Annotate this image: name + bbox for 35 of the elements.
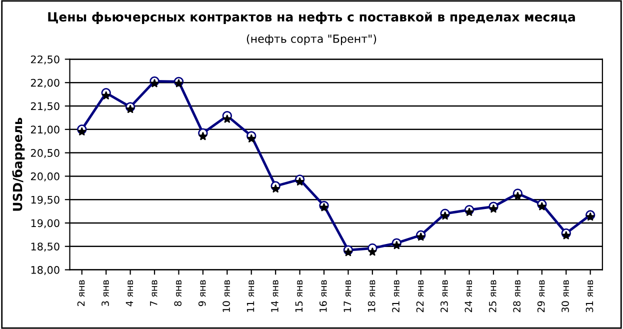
x-tick-label: 29 янв [537,280,545,312]
y-tick-label: 20,50 [30,149,60,158]
y-tick-label: 22,00 [30,78,60,88]
x-tick-label: 21 янв [392,280,400,312]
x-tick-label: 10 янв [222,280,230,312]
x-tick-label: 4 янв [126,280,133,306]
x-tick-label: 25 янв [488,280,496,312]
x-tick-label: 22 янв [416,280,424,312]
x-tick-label: 16 янв [319,280,327,312]
x-tick-label: 23 янв [440,280,448,312]
y-tick-label: 21,00 [30,126,60,135]
x-tick-label: 14 янв [271,280,278,312]
y-axis-title: USD/баррель [12,118,25,211]
y-tick-label: 19,50 [31,196,60,205]
x-tick-label: 30 янв [562,280,569,312]
x-tick-label: 2 янв [77,280,85,306]
y-tick-label: 18,50 [31,242,60,252]
y-tick-label: 19,00 [31,219,60,228]
y-tick-label: 20,00 [30,172,60,182]
x-tick-label: 9 янв [198,280,206,306]
x-tick-label: 31 янв [586,280,594,312]
x-tick-label: 15 янв [295,280,303,312]
chart-title: Цены фьючерсных контрактов на нефть с поставкой в пределах месяца [48,12,575,24]
x-tick-label: 24 янв [464,280,472,312]
y-tick-label: 22,50 [30,55,60,64]
y-tick-label: 21,50 [30,102,60,112]
x-tick-label: 11 янв [246,280,254,312]
x-tick-label: 3 янв [102,280,109,306]
chart-subtitle: (нефть сорта "Брент") [246,34,376,46]
x-tick-label: 8 янв [174,280,182,306]
x-tick-label: 28 янв [513,280,521,312]
x-tick-label: 17 янв [344,280,351,312]
y-tick-label: 18,00 [31,266,60,275]
x-tick-label: 18 янв [368,280,376,312]
x-tick-label: 7 янв [150,280,158,306]
